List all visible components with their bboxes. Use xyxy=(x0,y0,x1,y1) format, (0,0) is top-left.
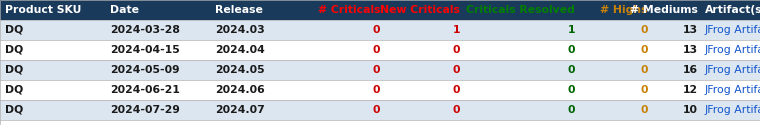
Text: 13: 13 xyxy=(683,45,698,55)
Text: 2024-06-21: 2024-06-21 xyxy=(110,85,180,95)
Text: # Highs: # Highs xyxy=(600,5,648,15)
Text: # Mediums: # Mediums xyxy=(630,5,698,15)
Text: 1: 1 xyxy=(452,25,460,35)
Text: 0: 0 xyxy=(568,85,575,95)
Text: JFrog Artifact: JFrog Artifact xyxy=(705,85,760,95)
Bar xyxy=(0,40,760,60)
Text: Artifact(s): Artifact(s) xyxy=(705,5,760,15)
Text: 0: 0 xyxy=(641,65,648,75)
Text: JFrog Artifact: JFrog Artifact xyxy=(705,65,760,75)
Text: 0: 0 xyxy=(372,25,380,35)
Text: 2024.05: 2024.05 xyxy=(215,65,264,75)
Text: 2024.06: 2024.06 xyxy=(215,85,264,95)
Text: 0: 0 xyxy=(568,65,575,75)
Text: Criticals Resolved: Criticals Resolved xyxy=(466,5,575,15)
Text: Product SKU: Product SKU xyxy=(5,5,81,15)
Text: DQ: DQ xyxy=(5,105,24,115)
Text: Release: Release xyxy=(215,5,263,15)
Text: 10: 10 xyxy=(683,105,698,115)
Text: 0: 0 xyxy=(568,45,575,55)
Bar xyxy=(0,60,760,80)
Text: 13: 13 xyxy=(683,25,698,35)
Text: 0: 0 xyxy=(641,45,648,55)
Text: 0: 0 xyxy=(568,105,575,115)
Text: 2024.04: 2024.04 xyxy=(215,45,264,55)
Text: 0: 0 xyxy=(452,85,460,95)
Text: DQ: DQ xyxy=(5,85,24,95)
Text: 0: 0 xyxy=(372,105,380,115)
Text: 0: 0 xyxy=(641,25,648,35)
Text: 2024.07: 2024.07 xyxy=(215,105,264,115)
Text: JFrog Artifact: JFrog Artifact xyxy=(705,105,760,115)
Text: 0: 0 xyxy=(372,65,380,75)
Text: 16: 16 xyxy=(683,65,698,75)
Text: 0: 0 xyxy=(452,45,460,55)
Text: 2024-03-28: 2024-03-28 xyxy=(110,25,180,35)
Text: 0: 0 xyxy=(372,45,380,55)
Bar xyxy=(0,100,760,120)
Text: 2024.03: 2024.03 xyxy=(215,25,264,35)
Text: 0: 0 xyxy=(641,105,648,115)
Text: Date: Date xyxy=(110,5,139,15)
Text: DQ: DQ xyxy=(5,65,24,75)
Text: DQ: DQ xyxy=(5,25,24,35)
Text: New Criticals: New Criticals xyxy=(380,5,460,15)
Text: 1: 1 xyxy=(568,25,575,35)
Text: 2024-05-09: 2024-05-09 xyxy=(110,65,179,75)
Text: 2024-07-29: 2024-07-29 xyxy=(110,105,180,115)
Text: JFrog Artifact: JFrog Artifact xyxy=(705,45,760,55)
Text: 0: 0 xyxy=(452,105,460,115)
Text: 2024-04-15: 2024-04-15 xyxy=(110,45,180,55)
Text: 0: 0 xyxy=(452,65,460,75)
Text: DQ: DQ xyxy=(5,45,24,55)
Bar xyxy=(0,20,760,40)
Bar xyxy=(0,80,760,100)
Text: # Criticals: # Criticals xyxy=(318,5,380,15)
Text: 12: 12 xyxy=(683,85,698,95)
Bar xyxy=(0,0,760,20)
Text: 0: 0 xyxy=(641,85,648,95)
Text: JFrog Artifact: JFrog Artifact xyxy=(705,25,760,35)
Text: 0: 0 xyxy=(372,85,380,95)
